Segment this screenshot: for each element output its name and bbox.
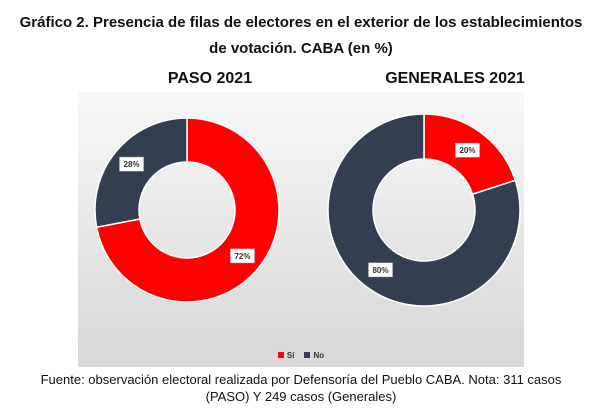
data-label-text-generales-no: 80% [372,266,388,275]
chart-title-generales: GENERALES 2021 [385,70,525,87]
figure-title: Gráfico 2. Presencia de filas de elector… [0,10,602,62]
data-label-paso-si: 72% [230,248,255,264]
legend-item-no: No [304,351,324,360]
legend-label-si: Sí [286,350,295,360]
source-caption-line-2: (PASO) Y 249 casos (Generales) [205,389,397,404]
figure-title-line-2: de votación. CABA (en %) [209,40,393,57]
data-label-generales-si: 20% [455,142,480,158]
data-label-box-generales-no [368,262,393,278]
donut-slice-paso-no [94,117,188,229]
source-caption-line-1: Fuente: observación electoral realizada … [40,372,562,387]
data-label-box-paso-no [119,156,144,172]
legend-swatch-si [277,352,284,358]
data-label-text-paso-si: 72% [234,252,250,261]
data-label-generales-no: 80% [368,262,393,278]
legend-label-no: No [313,350,325,360]
data-label-paso-no: 28% [119,156,144,172]
chart-title-paso: PASO 2021 [167,70,253,87]
figure-title-line-1: Gráfico 2. Presencia de filas de elector… [19,14,583,31]
data-label-box-paso-si [230,248,255,264]
source-caption: Fuente: observación electoral realizada … [0,371,602,405]
data-label-box-generales-si [455,142,480,158]
donut-slice-generales-no [327,113,521,307]
legend-item-si: Sí [277,350,295,360]
legend-strip: Sí No [78,343,524,367]
legend: Sí No [78,343,524,367]
legend-swatch-no [304,352,311,358]
data-label-text-generales-si: 20% [459,146,475,155]
data-label-text-paso-no: 28% [124,160,140,169]
